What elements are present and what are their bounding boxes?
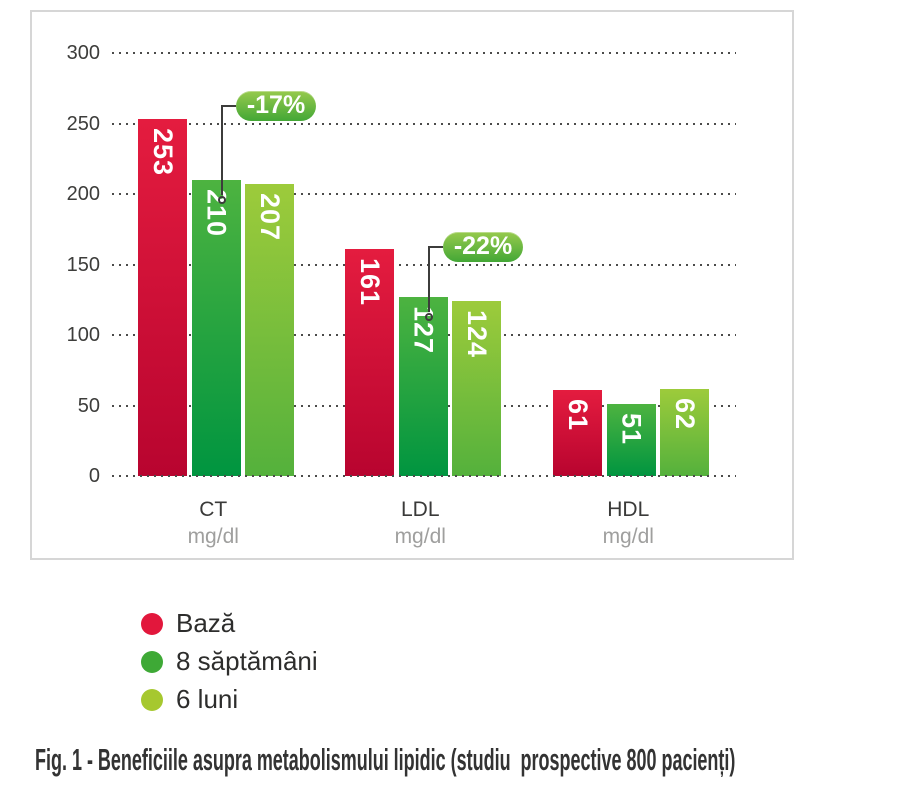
annotation-connector-horizontal (222, 104, 236, 107)
y-tick-label-150: 150 (66, 253, 100, 276)
y-tick-label-200: 200 (66, 183, 100, 205)
legend-item-6-luni: 6 luni (141, 686, 318, 713)
bar-value-label-ldl-series2: 124 (462, 310, 492, 359)
annotation-connector-horizontal (429, 245, 443, 248)
gridline-250 (112, 122, 736, 125)
x-axis-label-hdl: HDL (607, 498, 650, 521)
bar-ct-series0: 253 (138, 119, 187, 476)
y-tick-label-300: 300 (66, 42, 100, 64)
legend-swatch-6-luni-icon (141, 688, 163, 711)
bar-value-label-hdl-series0: 61 (563, 398, 593, 432)
y-tick-label-0: 0 (88, 465, 100, 487)
x-axis-unit-hdl: mg/dl (602, 525, 654, 548)
bar-value-label-ldl-series1: 127 (408, 305, 439, 354)
bar-value-label-hdl-series1: 51 (616, 413, 647, 446)
gridline-200 (112, 193, 736, 195)
bar-ldl-series0: 161 (345, 248, 394, 476)
annotation-marker (218, 195, 226, 204)
chart-area: 300 250 200 150 100 50 0 253 161 61 210 127 51 207 124… (30, 10, 794, 560)
legend-item-baza: Bază (141, 610, 318, 637)
bar-hdl-series0: 61 (553, 389, 602, 476)
bar-value-label-hdl-series2: 62 (670, 397, 700, 430)
bar-value-label-ct-series2: 207 (255, 193, 285, 242)
x-axis-unit-ct: mg/dl (187, 525, 239, 548)
figure-caption: Fig. 1 - Beneficiile asupra metabolismul… (35, 742, 736, 777)
chart-legend: Bază 8 săptămâni 6 luni (141, 610, 318, 724)
bar-value-label-ct-series0: 253 (148, 128, 178, 177)
gridline-300 (112, 52, 736, 54)
x-axis-label-ldl: LDL (400, 498, 440, 521)
bar-value-label-ct-series1: 210 (201, 188, 232, 237)
annotation-connector-vertical (428, 245, 430, 312)
bar-ct-series1: 210 (191, 179, 241, 476)
legend-swatch-8-saptamani-icon (141, 650, 163, 673)
annotation-bubble-17: -17% (236, 90, 316, 121)
x-axis-unit-ldl: mg/dl (394, 525, 446, 548)
bar-ldl-series1: 127 (398, 296, 448, 476)
bar-ldl-series2: 124 (452, 301, 501, 476)
bar-hdl-series1: 51 (606, 404, 656, 476)
y-tick-label-50: 50 (77, 394, 100, 417)
x-axis-label-ct: CT (199, 498, 228, 521)
annotation-marker (425, 312, 433, 321)
annotation-bubble-22: -22% (443, 231, 523, 262)
legend-label-baza: Bază (176, 608, 236, 638)
bar-ct-series2: 207 (245, 184, 294, 476)
legend-item-8-saptamani: 8 săptămâni (141, 648, 318, 675)
bar-value-label-ldl-series0: 161 (355, 257, 385, 307)
bar-hdl-series2: 62 (660, 388, 709, 476)
annotation-connector-vertical (221, 104, 223, 195)
plot-area: 300 250 200 150 100 50 0 253 161 61 210 127 51 207 124… (32, 12, 792, 558)
legend-swatch-baza-icon (141, 612, 163, 635)
gridline-150 (112, 263, 736, 266)
y-tick-label-250: 250 (66, 112, 100, 135)
legend-label-8-saptamani: 8 săptămâni (176, 646, 318, 676)
gridline-0 (112, 475, 736, 477)
y-tick-label-100: 100 (66, 324, 100, 346)
legend-label-6-luni: 6 luni (176, 684, 239, 714)
